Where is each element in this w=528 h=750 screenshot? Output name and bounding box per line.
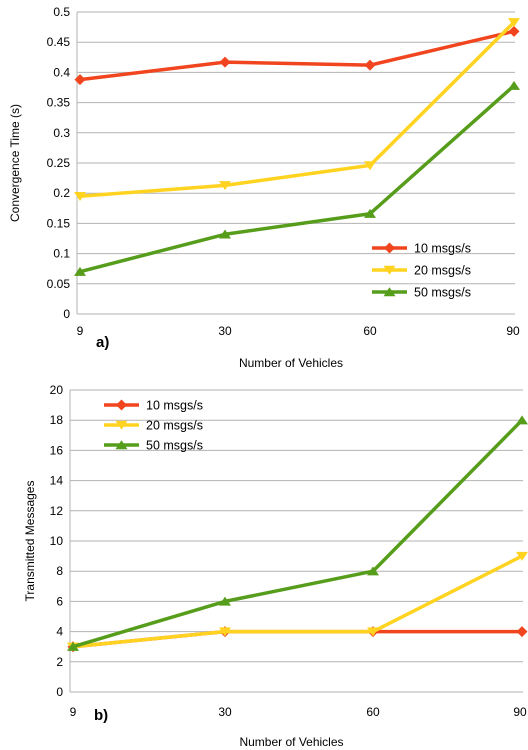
y-tick-label: 0.45 [47, 35, 71, 49]
y-tick-label: 0.15 [47, 216, 71, 230]
data-point-10-msgs [74, 74, 86, 86]
y-tick-label: 18 [50, 413, 64, 427]
x-tick-label: 9 [77, 324, 84, 338]
series-line-50-msgs [79, 84, 516, 274]
y-tick-label: 16 [50, 443, 64, 457]
y-tick-label: 10 [50, 534, 64, 548]
y-tick-label: 0 [56, 685, 63, 699]
legend-marker-10-msgs [384, 242, 395, 254]
x-tick-label: 90 [513, 705, 527, 719]
y-tick-label: 0 [63, 307, 70, 321]
data-point-50-msgs [219, 229, 231, 239]
x-axis-label: Number of Vehicles [239, 735, 343, 749]
y-axis-label: Convergence Time (s) [8, 104, 22, 222]
x-tick-label: 60 [366, 705, 380, 719]
data-point-10-msgs [516, 626, 528, 638]
y-tick-label: 2 [56, 655, 63, 669]
data-point-10-msgs [364, 59, 376, 71]
data-point-20-msgs [74, 192, 86, 202]
data-point-20-msgs [516, 551, 528, 561]
x-tick-label: 30 [218, 324, 232, 338]
data-point-50-msgs [508, 80, 520, 90]
legend-label-50-msgs: 50 msgs/s [146, 439, 203, 453]
y-tick-label: 0.4 [53, 65, 70, 79]
data-point-20-msgs [219, 181, 231, 191]
data-point-50-msgs [367, 566, 379, 576]
legend-marker-20-msgs [383, 265, 396, 275]
y-tick-label: 6 [56, 594, 63, 608]
legend-label-10-msgs: 10 msgs/s [414, 242, 471, 256]
legend-marker-20-msgs [115, 420, 128, 430]
data-point-20-msgs [367, 627, 379, 637]
y-tick-label: 0.25 [47, 156, 71, 170]
y-tick-label: 0.5 [53, 5, 70, 19]
data-point-20-msgs [219, 627, 231, 637]
y-tick-label: 20 [50, 383, 64, 397]
chart-convergence-time: 0 0.05 0.1 0.15 0.2 0.25 0.3 0.35 0.4 0.45 0.5 9 30 6… [8, 5, 520, 370]
legend-marker-10-msgs [116, 399, 127, 411]
x-tick-label: 9 [70, 705, 77, 719]
x-tick-label: 30 [218, 705, 232, 719]
y-tick-label: 14 [50, 474, 64, 488]
data-point-50-msgs [364, 208, 376, 218]
series-line-10-msgs [79, 29, 515, 82]
series-line-20-msgs [79, 21, 516, 198]
legend-label-50-msgs: 50 msgs/s [414, 286, 471, 300]
data-point-50-msgs [219, 596, 231, 606]
x-tick-label: 60 [363, 324, 377, 338]
y-tick-label: 0.3 [53, 126, 70, 140]
legend-marker-50-msgs [115, 440, 128, 450]
y-tick-label: 0.2 [53, 186, 70, 200]
series-line-20-msgs [72, 554, 523, 649]
data-point-10-msgs [219, 56, 231, 68]
data-point-20-msgs [364, 161, 376, 171]
y-tick-label: 0.1 [53, 247, 70, 261]
legend-marker-50-msgs [383, 287, 396, 297]
x-axis-label: Number of Vehicles [239, 356, 343, 370]
y-tick-label: 0.05 [47, 277, 71, 291]
y-tick-label: 8 [56, 564, 63, 578]
legend-label-20-msgs: 20 msgs/s [146, 419, 203, 433]
panel-label: a) [96, 334, 109, 351]
legend-label-10-msgs: 10 msgs/s [146, 399, 203, 413]
chart-transmitted-messages: 0 2 4 6 8 10 12 14 16 18 20 9 30 60 90 10 msgs/s 20 msgs… [23, 383, 528, 749]
y-tick-label: 12 [50, 504, 64, 518]
panel-label: b) [94, 707, 108, 724]
data-point-20-msgs [508, 18, 520, 28]
data-point-10-msgs [508, 25, 520, 37]
data-point-50-msgs [516, 415, 528, 425]
legend-label-20-msgs: 20 msgs/s [414, 264, 471, 278]
y-tick-label: 0.35 [47, 96, 71, 110]
data-point-50-msgs [67, 641, 79, 651]
data-point-50-msgs [74, 266, 86, 276]
y-tick-label: 4 [56, 625, 63, 639]
series-line-50-msgs [72, 418, 524, 649]
y-axis-label: Transmitted Messages [23, 481, 37, 602]
x-tick-label: 90 [506, 324, 520, 338]
